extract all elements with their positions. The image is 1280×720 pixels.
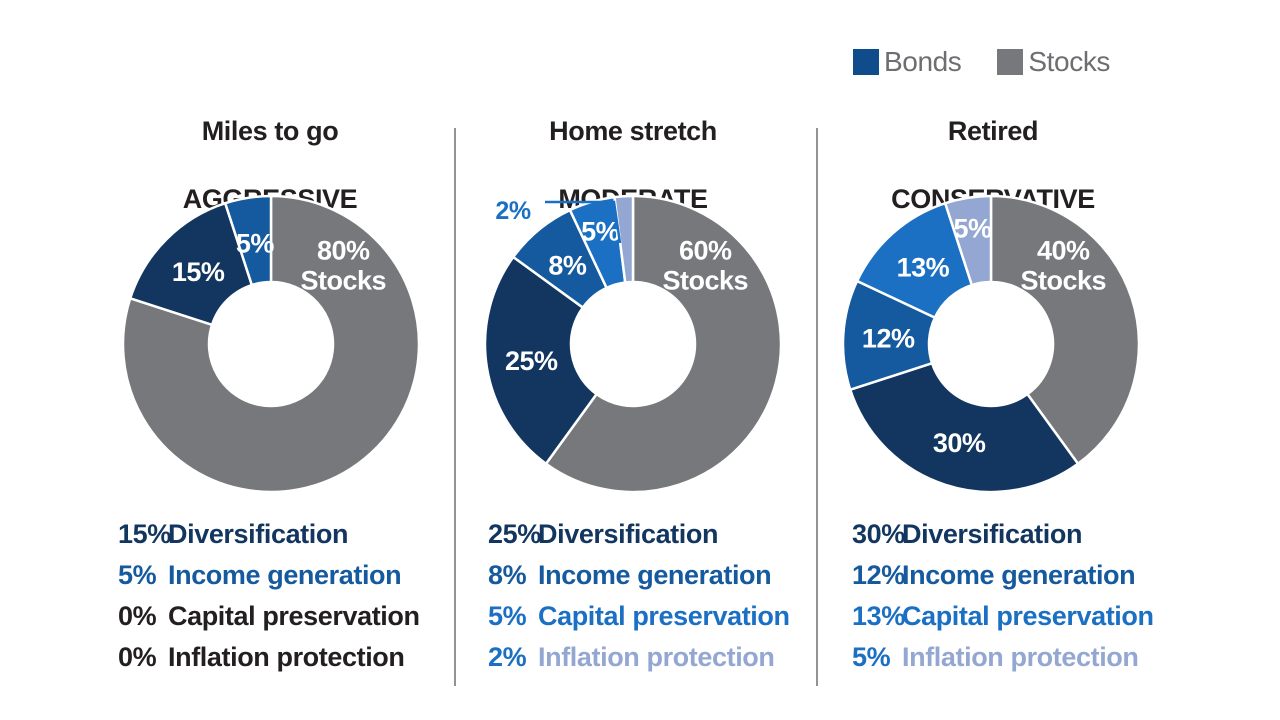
donut-slice-diversification xyxy=(128,201,254,327)
allocation-row: 8% Income generation xyxy=(488,558,790,592)
donut-slice-inflation-protection xyxy=(613,194,635,284)
donut-slice-stocks xyxy=(544,194,783,494)
allocation-label: Diversification xyxy=(902,519,1083,549)
allocation-row: 13% Capital preservation xyxy=(852,599,1154,633)
donut-chart-aggressive: 80% Stocks 15% 5% xyxy=(121,194,421,494)
donut-slice-diversification xyxy=(483,255,599,466)
allocation-label: Income generation xyxy=(538,560,772,590)
legend-item-bonds: Bonds xyxy=(853,46,962,78)
bonds-swatch-icon xyxy=(853,49,879,75)
allocation-label: Income generation xyxy=(168,560,402,590)
allocation-row: 5% Inflation protection xyxy=(852,640,1154,674)
allocation-list-conservative: 30% Diversification 12% Income generatio… xyxy=(852,517,1154,681)
allocation-label: Income generation xyxy=(902,560,1136,590)
slice-value-label: 40% Stocks xyxy=(1020,236,1106,296)
allocation-row: 30% Diversification xyxy=(852,517,1154,551)
callout-value-label: 2% xyxy=(495,197,530,225)
donut-slice-inflation-protection xyxy=(943,194,993,287)
allocation-pct: 5% xyxy=(852,642,891,672)
allocation-pct: 0% xyxy=(118,642,157,672)
allocation-label: Capital preservation xyxy=(538,601,790,631)
donut-slice-stocks xyxy=(121,194,421,494)
allocation-label: Inflation protection xyxy=(538,642,775,672)
slice-value-label: 30% xyxy=(933,428,986,458)
legend-label-stocks: Stocks xyxy=(1028,46,1111,77)
title-line1: Home stretch xyxy=(549,116,717,146)
allocation-row: 0% Inflation protection xyxy=(118,640,420,674)
slice-value-label: 5% xyxy=(581,217,620,247)
donut-chart-conservative: 40% Stocks 30% 12% 13%5% xyxy=(841,194,1141,494)
chart-title-conservative: Retired CONSERVATIVE xyxy=(803,114,1183,216)
slice-value-label: 5% xyxy=(954,213,993,243)
donut-chart-moderate: 60% Stocks 25% 8% 5% 2% xyxy=(483,194,783,494)
donut-slice-diversification xyxy=(848,361,1080,494)
allocation-label: Diversification xyxy=(538,519,719,549)
allocation-pct: 5% xyxy=(118,560,157,590)
allocation-label: Capital preservation xyxy=(902,601,1154,631)
legend-item-stocks: Stocks xyxy=(997,46,1110,78)
allocation-pct: 8% xyxy=(488,560,527,590)
allocation-pct: 12% xyxy=(852,560,905,590)
allocation-row: 5% Income generation xyxy=(118,558,420,592)
allocation-label: Inflation protection xyxy=(168,642,405,672)
stocks-swatch-icon xyxy=(997,49,1024,75)
donut-slice-stocks xyxy=(989,194,1141,466)
allocation-pct: 25% xyxy=(488,519,541,549)
allocation-pct: 0% xyxy=(118,601,157,631)
column-divider xyxy=(454,128,456,686)
slice-value-label: 80% Stocks xyxy=(300,236,386,296)
slice-value-label: 15% xyxy=(172,257,225,287)
allocation-list-moderate: 25% Diversification 8% Income generation… xyxy=(488,517,790,681)
donut-slice-income-generation xyxy=(223,194,273,287)
title-line1: Miles to go xyxy=(201,116,339,146)
slice-value-label: 5% xyxy=(236,228,275,258)
allocation-pct: 5% xyxy=(488,601,527,631)
allocation-row: 25% Diversification xyxy=(488,517,790,551)
allocation-label: Inflation protection xyxy=(902,642,1139,672)
allocation-row: 0% Capital preservation xyxy=(118,599,420,633)
allocation-pct: 13% xyxy=(852,601,905,631)
allocation-pct: 15% xyxy=(118,519,171,549)
slice-value-label: 8% xyxy=(548,251,587,281)
allocation-row: 15% Diversification xyxy=(118,517,420,551)
slice-value-label: 13% xyxy=(897,253,950,283)
allocation-label: Capital preservation xyxy=(168,601,420,631)
callout-leader-line xyxy=(545,200,622,244)
allocation-row: 2% Inflation protection xyxy=(488,640,790,674)
allocation-row: 12% Income generation xyxy=(852,558,1154,592)
chart-legend: Bonds Stocks xyxy=(853,46,1110,78)
slice-value-label: 12% xyxy=(862,324,915,354)
allocation-list-aggressive: 15% Diversification 5% Income generation… xyxy=(118,517,420,681)
allocation-row: 5% Capital preservation xyxy=(488,599,790,633)
allocation-pct: 2% xyxy=(488,642,527,672)
allocation-pct: 30% xyxy=(852,519,905,549)
slice-value-label: 25% xyxy=(505,346,558,376)
chart-title-moderate: Home stretch MODERATE xyxy=(443,114,823,216)
slice-value-label: 60% Stocks xyxy=(662,236,748,296)
allocation-label: Diversification xyxy=(168,519,349,549)
legend-label-bonds: Bonds xyxy=(884,46,962,77)
title-line1: Retired xyxy=(947,116,1039,146)
column-divider xyxy=(816,128,818,686)
